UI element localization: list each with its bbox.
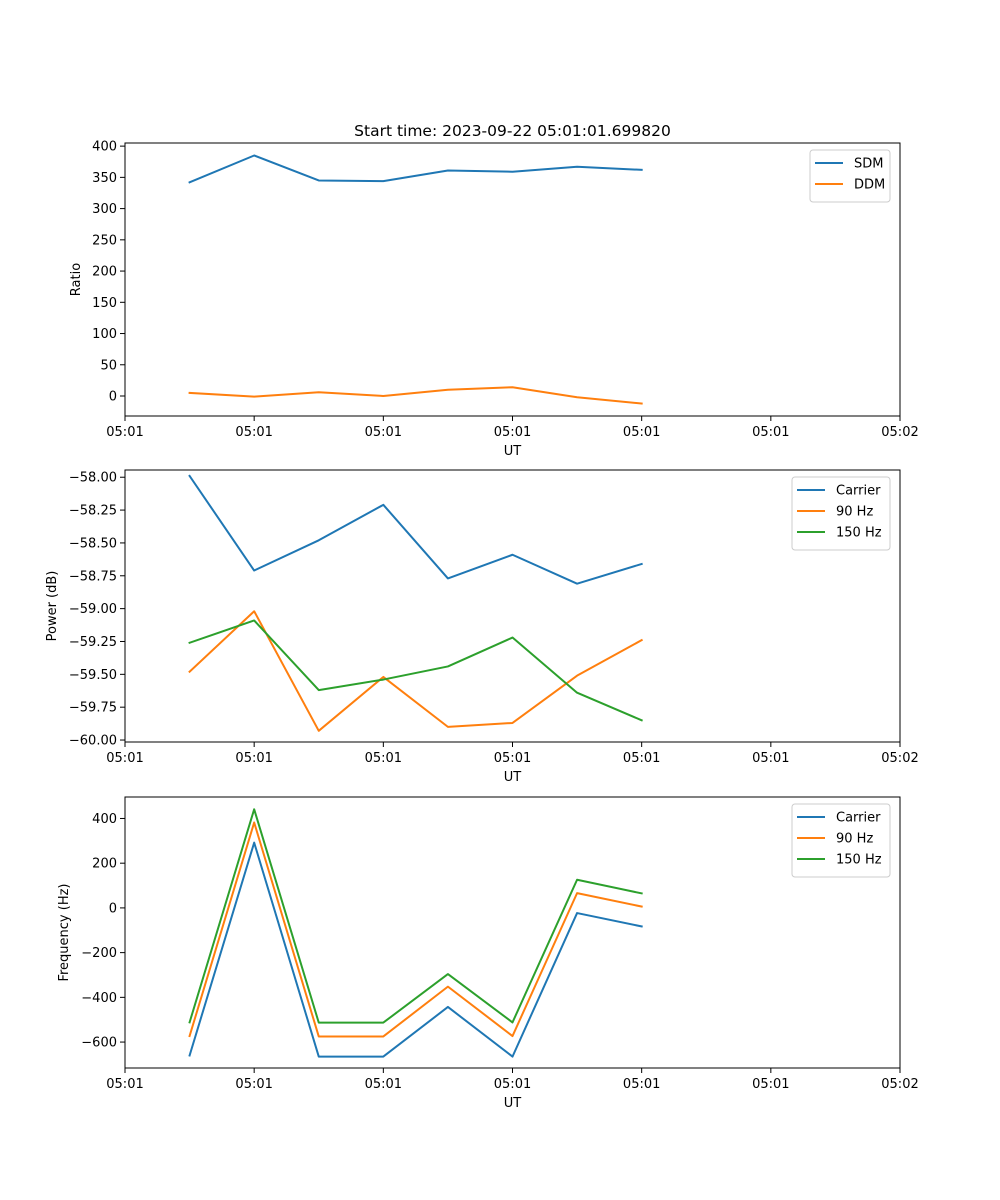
y-tick-label: −200 bbox=[81, 946, 117, 961]
x-tick-label: 05:01 bbox=[235, 1077, 272, 1092]
x-tick-label: 05:01 bbox=[623, 1077, 660, 1092]
y-tick-label: −60.00 bbox=[69, 734, 117, 749]
y-tick-label: 300 bbox=[92, 202, 117, 217]
legend-label: 150 Hz bbox=[836, 526, 882, 541]
x-tick-label: 05:01 bbox=[494, 751, 531, 766]
x-tick-label: 05:01 bbox=[106, 751, 143, 766]
legend-label: 90 Hz bbox=[836, 505, 873, 520]
x-tick-label: 05:01 bbox=[365, 751, 402, 766]
x-tick-label: 05:02 bbox=[881, 751, 918, 766]
legend: Carrier 90 Hz 150 Hz bbox=[791, 803, 891, 878]
x-tick-label: 05:01 bbox=[752, 1077, 789, 1092]
series-line-90-hz bbox=[188, 821, 643, 1038]
series-lines bbox=[188, 154, 643, 405]
y-tick-label: 400 bbox=[92, 140, 117, 155]
y-tick-label: −59.50 bbox=[69, 668, 117, 683]
legend-label: 150 Hz bbox=[836, 853, 882, 868]
y-tick-label: −59.25 bbox=[69, 635, 117, 650]
y-tick-label: −59.00 bbox=[69, 602, 117, 617]
x-tick-label: 05:02 bbox=[881, 1077, 918, 1092]
x-tick-label: 05:01 bbox=[623, 425, 660, 440]
x-tick-label: 05:01 bbox=[623, 751, 660, 766]
y-tick-label: 50 bbox=[100, 358, 117, 373]
y-tick-label: −59.75 bbox=[69, 701, 117, 716]
legend-label: 90 Hz bbox=[836, 832, 873, 847]
x-tick-label: 05:01 bbox=[494, 1077, 531, 1092]
y-tick-label: −400 bbox=[81, 991, 117, 1006]
x-tick-label: 05:01 bbox=[106, 1077, 143, 1092]
y-tick-label: 0 bbox=[109, 390, 117, 405]
legend: SDM DDM bbox=[809, 149, 891, 203]
x-axis-label: UT bbox=[504, 1096, 522, 1111]
y-tick-label: −58.00 bbox=[69, 471, 117, 486]
x-tick-label: 05:01 bbox=[494, 425, 531, 440]
y-tick-label: 100 bbox=[92, 327, 117, 342]
series-line-carrier bbox=[188, 474, 643, 585]
series-line-ddm bbox=[188, 386, 643, 405]
y-tick-label: 150 bbox=[92, 296, 117, 311]
power-panel: 05:01 05:01 05:01 05:01 05:01 05:01 05:02 −58.0… bbox=[45, 469, 919, 785]
x-tick-label: 05:01 bbox=[235, 425, 272, 440]
y-tick-label: 0 bbox=[109, 901, 117, 916]
y-tick-label: −58.75 bbox=[69, 569, 117, 584]
x-tick-label: 05:01 bbox=[752, 425, 789, 440]
y-tick-label: 400 bbox=[92, 812, 117, 827]
series-line-150-hz bbox=[188, 808, 643, 1024]
legend-label: Carrier bbox=[836, 811, 881, 826]
y-tick-label: 200 bbox=[92, 857, 117, 872]
y-tick-label: 250 bbox=[92, 233, 117, 248]
x-tick-label: 05:02 bbox=[881, 425, 918, 440]
y-axis-label: Ratio bbox=[69, 263, 84, 296]
y-tick-label: 200 bbox=[92, 265, 117, 280]
frequency-panel: 05:01 05:01 05:01 05:01 05:01 05:01 05:02 400 20… bbox=[57, 796, 919, 1111]
series-line-150-hz bbox=[188, 619, 643, 722]
x-axis-label: UT bbox=[504, 770, 522, 785]
x-tick-label: 05:01 bbox=[752, 751, 789, 766]
x-tick-label: 05:01 bbox=[365, 425, 402, 440]
series-line-carrier bbox=[188, 841, 643, 1058]
ratio-panel: 05:01 05:01 05:01 05:01 05:01 05:01 05:02 0 50 10… bbox=[69, 122, 919, 459]
y-axis-label: Power (dB) bbox=[45, 571, 60, 642]
y-tick-label: −58.50 bbox=[69, 536, 117, 551]
x-axis-label: UT bbox=[504, 444, 522, 459]
legend-label: Carrier bbox=[836, 484, 881, 499]
legend: Carrier 90 Hz 150 Hz bbox=[791, 476, 891, 551]
y-tick-label: −58.25 bbox=[69, 504, 117, 519]
y-tick-label: −600 bbox=[81, 1036, 117, 1051]
y-axis-label: Frequency (Hz) bbox=[57, 883, 72, 981]
series-lines bbox=[188, 474, 644, 732]
chart-title: Start time: 2023-09-22 05:01:01.699820 bbox=[354, 122, 671, 140]
legend-label: SDM bbox=[854, 157, 883, 172]
legend-label: DDM bbox=[854, 178, 885, 193]
x-tick-label: 05:01 bbox=[235, 751, 272, 766]
series-line-sdm bbox=[188, 154, 643, 184]
x-tick-label: 05:01 bbox=[106, 425, 143, 440]
x-tick-label: 05:01 bbox=[365, 1077, 402, 1092]
y-tick-label: 350 bbox=[92, 171, 117, 186]
series-lines bbox=[188, 808, 643, 1058]
